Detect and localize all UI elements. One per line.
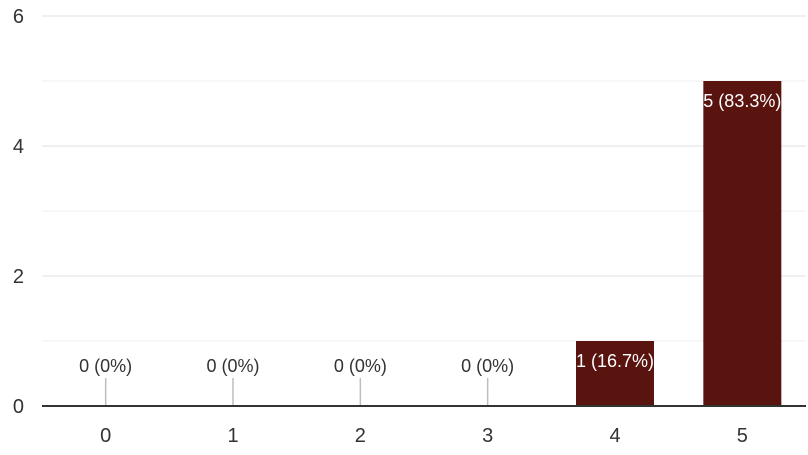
x-tick-label: 4 bbox=[609, 425, 620, 447]
data-label: 0 (0%) bbox=[79, 356, 132, 376]
y-tick-label: 0 bbox=[13, 396, 24, 418]
x-tick-label: 1 bbox=[227, 425, 238, 447]
data-label: 0 (0%) bbox=[334, 356, 387, 376]
x-tick-label: 3 bbox=[482, 425, 493, 447]
data-label: 0 (0%) bbox=[206, 356, 259, 376]
bar bbox=[703, 81, 782, 406]
data-label: 1 (16.7%) bbox=[576, 351, 654, 371]
y-axis-ticks: 0 2 4 6 bbox=[13, 6, 24, 418]
x-tick-label: 0 bbox=[100, 425, 111, 447]
data-labels: 0 (0%) 0 (0%) 0 (0%) 0 (0%) 1 (16.7%) 5 (83.3… bbox=[79, 91, 781, 406]
x-tick-label: 5 bbox=[737, 425, 748, 447]
y-tick-label: 2 bbox=[13, 266, 24, 288]
y-tick-label: 6 bbox=[13, 6, 24, 28]
bars bbox=[576, 81, 782, 406]
gridlines bbox=[42, 15, 806, 342]
y-tick-label: 4 bbox=[13, 136, 24, 158]
data-label: 5 (83.3%) bbox=[703, 91, 781, 111]
bar bbox=[576, 341, 654, 406]
data-label: 0 (0%) bbox=[461, 356, 514, 376]
x-tick-label: 2 bbox=[355, 425, 366, 447]
x-axis-ticks: 0 1 2 3 4 5 bbox=[100, 425, 748, 447]
